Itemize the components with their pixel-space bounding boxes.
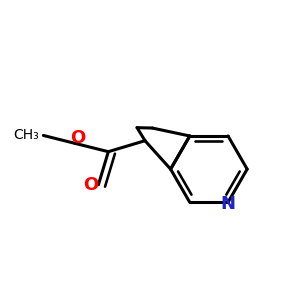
Text: O: O (83, 176, 99, 194)
Text: CH₃: CH₃ (13, 128, 39, 142)
Text: O: O (70, 129, 85, 147)
Text: N: N (220, 195, 236, 213)
